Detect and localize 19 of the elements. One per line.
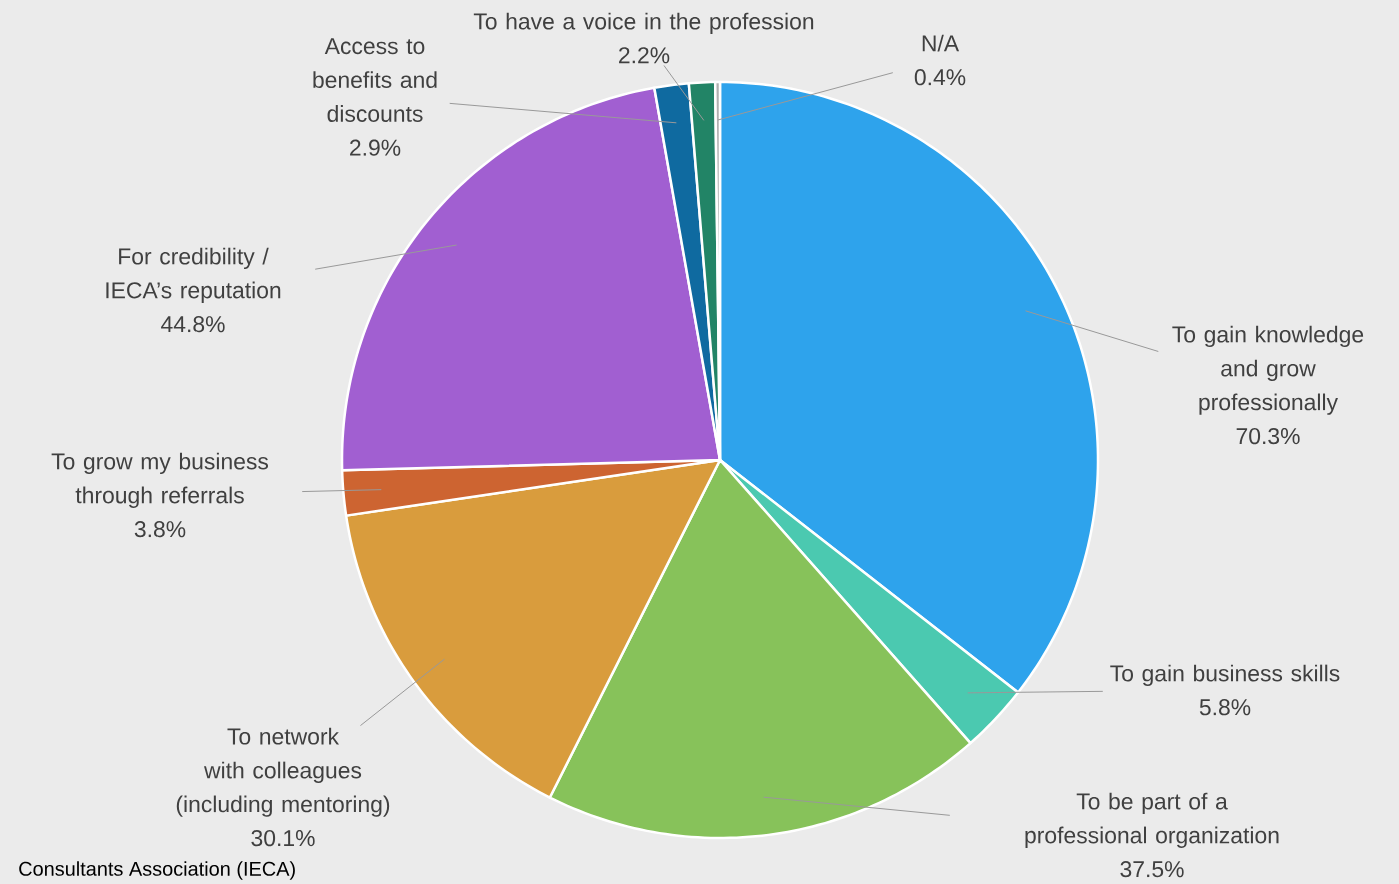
data-label: 70.3% <box>1236 427 1300 445</box>
slice-label: For credibility / IECA’s reputation <box>106 247 281 303</box>
slice-label: To gain business skills <box>1110 664 1340 686</box>
data-label: 30.1% <box>251 830 315 847</box>
slice-label: To grow my business through referrals <box>51 452 269 508</box>
data-label: 0.4% <box>914 69 966 86</box>
slice-label: To be part of a professional organization <box>1025 792 1279 848</box>
data-label: 37.5% <box>1120 861 1184 878</box>
data-label: 2.2% <box>619 47 670 64</box>
slice-label: N/A <box>922 34 960 52</box>
data-label: 2.9% <box>350 139 401 156</box>
slice-label: To have a voice in the profession <box>473 12 814 35</box>
slice-label: To network with colleagues (including mentoring) <box>176 727 390 817</box>
data-label: 5.8% <box>1199 699 1251 716</box>
data-label: 44.8% <box>161 316 225 333</box>
data-label: 3.8% <box>134 521 186 538</box>
slice-label: Access to benefits and discounts <box>313 38 437 122</box>
text: Consultants Association (IECA) <box>19 861 295 880</box>
slice-label: To gain knowledge and grow professionally <box>1172 325 1364 415</box>
